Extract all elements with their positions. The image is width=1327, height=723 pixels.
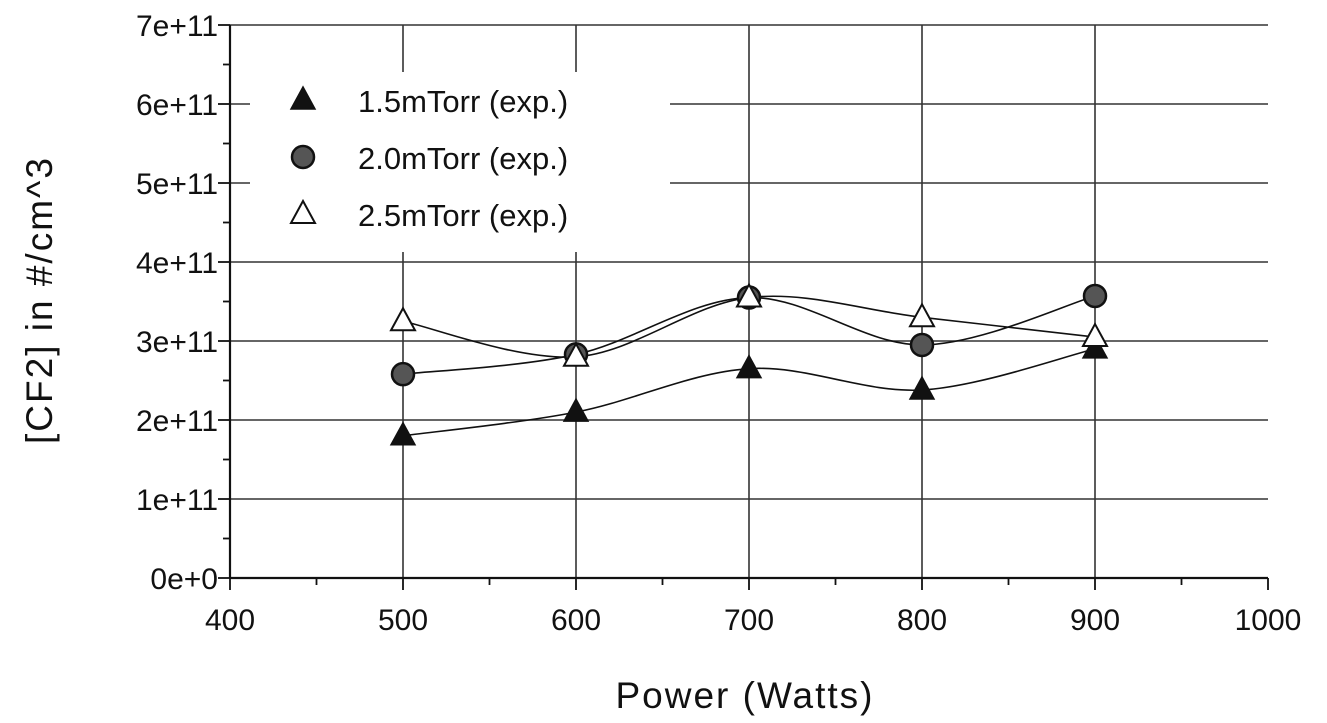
y-tick-label: 2e+11 [136, 405, 218, 438]
y-tick-label: 0e+0 [150, 563, 218, 596]
x-tick-label: 900 [1070, 604, 1120, 637]
x-tick-label: 700 [724, 604, 774, 637]
legend-marker [289, 198, 317, 224]
legend: 1.5mTorr (exp.) 2.0mTorr (exp.) 2.5mTorr (… [250, 72, 670, 252]
data-point [1082, 283, 1108, 309]
data-point [1081, 321, 1109, 348]
axes [218, 24, 1269, 590]
data-point [390, 361, 416, 387]
data-markers [389, 282, 1109, 446]
legend-label: 2.5mTorr (exp.) [358, 198, 568, 233]
x-tick-label: 400 [205, 604, 255, 637]
data-point [735, 282, 763, 308]
data-point [735, 354, 763, 379]
data-point [562, 397, 590, 422]
data-point [908, 302, 936, 328]
y-tick-label: 1e+11 [136, 484, 218, 517]
x-axis-title: Power (Watts) [616, 675, 875, 716]
legend-marker [290, 144, 316, 170]
y-tick-label: 4e+11 [136, 247, 218, 280]
legend-label: 1.5mTorr (exp.) [358, 84, 568, 119]
data-point [389, 306, 417, 332]
legend-box [250, 72, 670, 252]
x-tick-labels: 400 500 600 700 800 900 1000 [205, 604, 1301, 637]
legend-marker [289, 85, 317, 110]
y-tick-labels: 0e+0 1e+11 2e+11 3e+11 4e+11 5e+11 6e+11 7e+11 [136, 10, 218, 596]
y-tick-label: 6e+11 [136, 89, 218, 122]
x-tick-label: 800 [897, 604, 947, 637]
y-tick-label: 7e+11 [136, 10, 218, 43]
x-tick-label: 600 [551, 604, 601, 637]
x-tick-label: 1000 [1235, 604, 1302, 637]
y-tick-label: 3e+11 [136, 326, 218, 359]
data-point [908, 375, 936, 400]
x-tick-label: 500 [378, 604, 428, 637]
data-point [562, 341, 590, 367]
y-tick-label: 5e+11 [136, 168, 218, 201]
legend-label: 2.0mTorr (exp.) [358, 141, 568, 176]
data-point [909, 332, 935, 358]
data-point [389, 421, 417, 446]
y-axis-title: [CF2] in #/cm^3 [19, 156, 60, 444]
